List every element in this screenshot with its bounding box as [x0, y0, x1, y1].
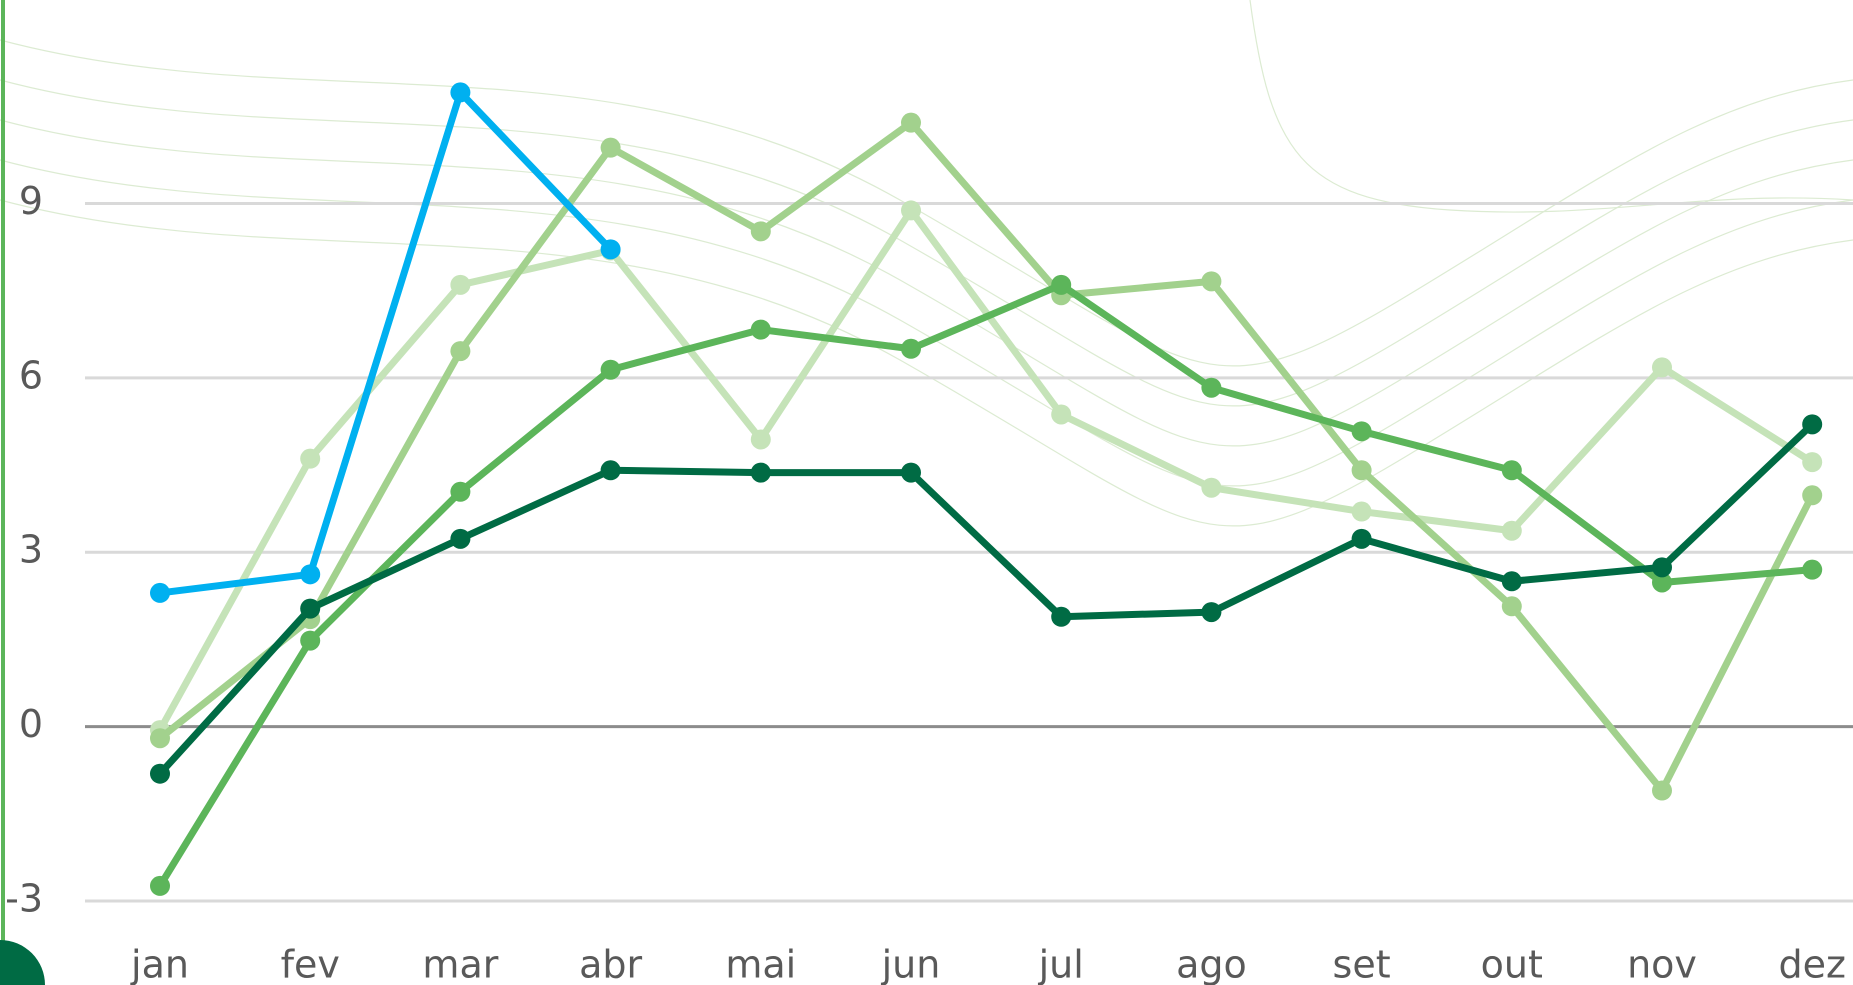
data-point [1201, 271, 1221, 291]
data-point [150, 876, 170, 896]
data-point [1051, 607, 1071, 627]
data-point [1652, 357, 1672, 377]
page: {"chart_data": {"type": "line", "categor… [0, 0, 1853, 985]
data-point [1352, 460, 1372, 480]
data-point [450, 275, 470, 295]
data-point [1051, 275, 1071, 295]
data-point [1502, 596, 1522, 616]
x-tick-label: mai [725, 943, 796, 985]
data-point [450, 529, 470, 549]
data-point [601, 138, 621, 158]
data-point [150, 583, 170, 603]
data-point [601, 239, 621, 259]
data-point [751, 320, 771, 340]
data-point [1802, 452, 1822, 472]
data-point [1802, 414, 1822, 434]
data-point [1352, 502, 1372, 522]
data-point [901, 200, 921, 220]
x-tick-label: jun [881, 943, 941, 985]
y-tick-label: 0 [19, 702, 43, 746]
data-point [1502, 460, 1522, 480]
data-point [1502, 571, 1522, 591]
series-line [160, 92, 611, 592]
data-point [1802, 560, 1822, 580]
x-tick-label: out [1481, 943, 1543, 985]
x-tick-label: jul [1038, 943, 1084, 985]
data-point [901, 463, 921, 483]
data-point [1502, 521, 1522, 541]
data-point [901, 339, 921, 359]
data-point [450, 82, 470, 102]
data-point [300, 564, 320, 584]
data-point [601, 360, 621, 380]
x-tick-label: mar [422, 943, 498, 985]
data-point [1051, 404, 1071, 424]
data-point [1201, 602, 1221, 622]
data-point [150, 764, 170, 784]
x-tick-label: dez [1778, 943, 1845, 985]
data-point [150, 728, 170, 748]
corner-badge [0, 940, 45, 985]
data-point [1352, 529, 1372, 549]
x-tick-label: jan [130, 943, 189, 985]
series-line [160, 210, 1812, 730]
data-point [901, 113, 921, 133]
y-tick-label: 9 [19, 179, 43, 223]
data-point [751, 429, 771, 449]
y-tick-label: -3 [5, 877, 43, 921]
data-point [300, 631, 320, 651]
data-point [1201, 378, 1221, 398]
x-tick-label: nov [1627, 943, 1697, 985]
data-point [300, 599, 320, 619]
data-point [300, 449, 320, 469]
data-point [751, 463, 771, 483]
series-line [160, 123, 1812, 791]
data-point [1201, 478, 1221, 498]
data-point [601, 460, 621, 480]
data-point [1652, 557, 1672, 577]
x-tick-label: fev [281, 943, 340, 985]
x-tick-label: abr [579, 943, 642, 985]
y-tick-label: 3 [19, 528, 43, 572]
data-point [1802, 485, 1822, 505]
y-tick-label: 6 [19, 353, 43, 397]
data-point [1652, 781, 1672, 801]
series-line [160, 285, 1812, 886]
chart: -3 0 3 6 9 jan fev mar abr mai jun jul ago set out nov d… [0, 0, 1853, 985]
data-point [450, 341, 470, 361]
data-point [450, 482, 470, 502]
x-tick-label: set [1333, 943, 1391, 985]
data-point [1352, 421, 1372, 441]
x-tick-label: ago [1176, 943, 1247, 985]
data-point [751, 221, 771, 241]
background-waves [0, 0, 1853, 526]
